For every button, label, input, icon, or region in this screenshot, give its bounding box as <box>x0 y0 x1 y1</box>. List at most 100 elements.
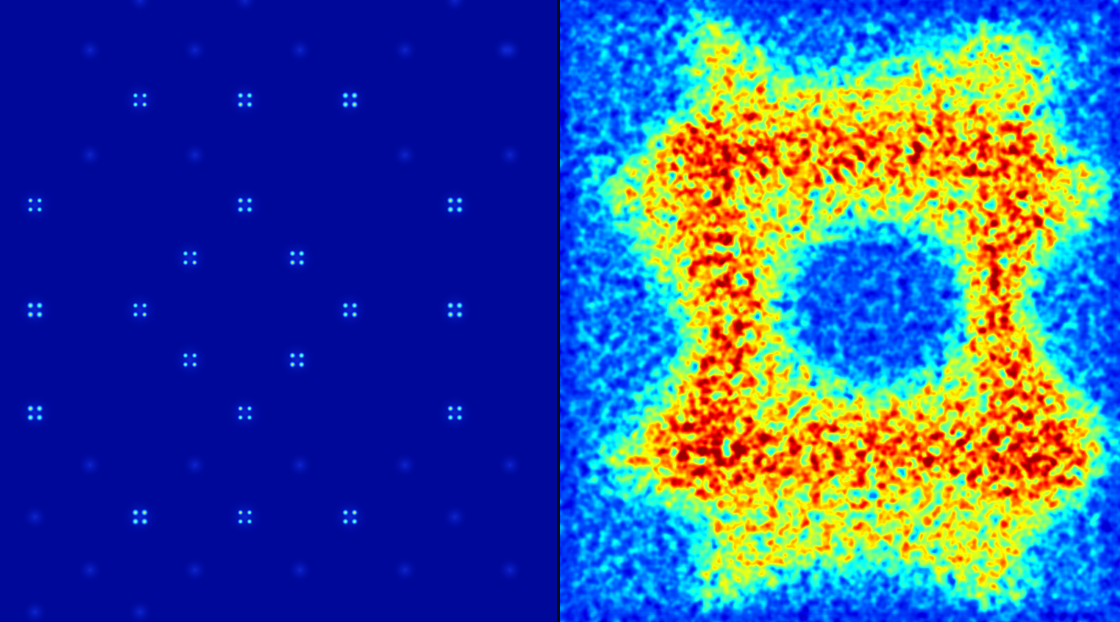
spot <box>140 508 149 517</box>
spot-halo <box>17 395 53 431</box>
faint-spot <box>78 143 102 167</box>
spot <box>350 517 359 526</box>
spot <box>246 509 253 516</box>
spot <box>132 101 139 108</box>
faint-spot <box>393 453 417 477</box>
faint-spot <box>288 38 312 62</box>
spot <box>288 258 297 267</box>
spot <box>446 404 455 413</box>
spot <box>236 91 245 100</box>
spot <box>131 517 140 526</box>
spot <box>341 310 350 319</box>
spot-halo <box>122 499 158 535</box>
spot <box>350 91 359 100</box>
spot <box>297 360 306 369</box>
faint-spot <box>233 0 257 12</box>
spot <box>132 311 139 318</box>
spot <box>446 301 455 310</box>
spot <box>341 517 350 526</box>
faint-spot <box>78 38 102 62</box>
spot <box>182 259 189 266</box>
spot <box>288 360 297 369</box>
spot-halo <box>332 292 368 328</box>
spot <box>288 249 297 258</box>
spot <box>446 413 455 422</box>
faint-spot <box>183 558 207 582</box>
faint-spot <box>498 558 522 582</box>
spot <box>236 100 245 109</box>
faint-spot <box>443 0 467 12</box>
spot <box>446 196 455 205</box>
faint-spot <box>78 558 102 582</box>
spot <box>132 92 139 99</box>
faint-spot <box>128 600 152 622</box>
spot <box>237 518 244 525</box>
spot <box>341 301 350 310</box>
spot <box>297 258 306 267</box>
hot-spot <box>980 420 1080 500</box>
spot-halo <box>437 187 473 223</box>
spot <box>26 404 35 413</box>
faint-spot <box>78 453 102 477</box>
spot <box>246 414 253 421</box>
spot <box>131 508 140 517</box>
spot <box>237 414 244 421</box>
faint-spot <box>183 38 207 62</box>
hot-spot <box>655 410 765 490</box>
faint-spot <box>393 143 417 167</box>
spot <box>246 518 253 525</box>
spot <box>182 361 189 368</box>
spot <box>245 196 254 205</box>
spot <box>36 197 43 204</box>
spot-halo <box>227 82 263 118</box>
spot <box>191 259 198 266</box>
left-panel <box>0 0 557 622</box>
spot <box>35 404 44 413</box>
spot <box>141 101 148 108</box>
faint-spot <box>23 600 47 622</box>
spot-halo <box>17 187 53 223</box>
spot-halo <box>279 240 315 276</box>
spot <box>446 310 455 319</box>
faint-spot <box>183 143 207 167</box>
right-panel <box>560 0 1120 622</box>
spot <box>455 301 464 310</box>
spot <box>236 196 245 205</box>
divider <box>557 0 560 622</box>
faint-spot <box>498 453 522 477</box>
faint-spot <box>288 558 312 582</box>
spot <box>297 351 306 360</box>
intensity-map <box>560 0 1120 622</box>
spot-halo <box>17 292 53 328</box>
spot <box>35 301 44 310</box>
faint-spot <box>393 558 417 582</box>
spot <box>141 311 148 318</box>
spot-halo <box>227 395 263 431</box>
spot-halo <box>227 499 263 535</box>
spot <box>341 91 350 100</box>
faint-spot <box>23 505 47 529</box>
spot-halo <box>437 395 473 431</box>
spot <box>191 352 198 359</box>
spot <box>36 206 43 213</box>
spot <box>245 91 254 100</box>
spot <box>26 310 35 319</box>
spot-halo <box>172 240 208 276</box>
spot <box>455 205 464 214</box>
spot <box>455 404 464 413</box>
spot <box>350 508 359 517</box>
spot <box>446 205 455 214</box>
spot <box>297 249 306 258</box>
faint-spot <box>443 505 467 529</box>
central-hole <box>780 220 970 390</box>
spot-halo <box>227 187 263 223</box>
spot <box>350 100 359 109</box>
spot <box>191 250 198 257</box>
spot <box>35 310 44 319</box>
spot <box>26 413 35 422</box>
spot <box>350 301 359 310</box>
spot-halo <box>172 342 208 378</box>
spot <box>245 205 254 214</box>
